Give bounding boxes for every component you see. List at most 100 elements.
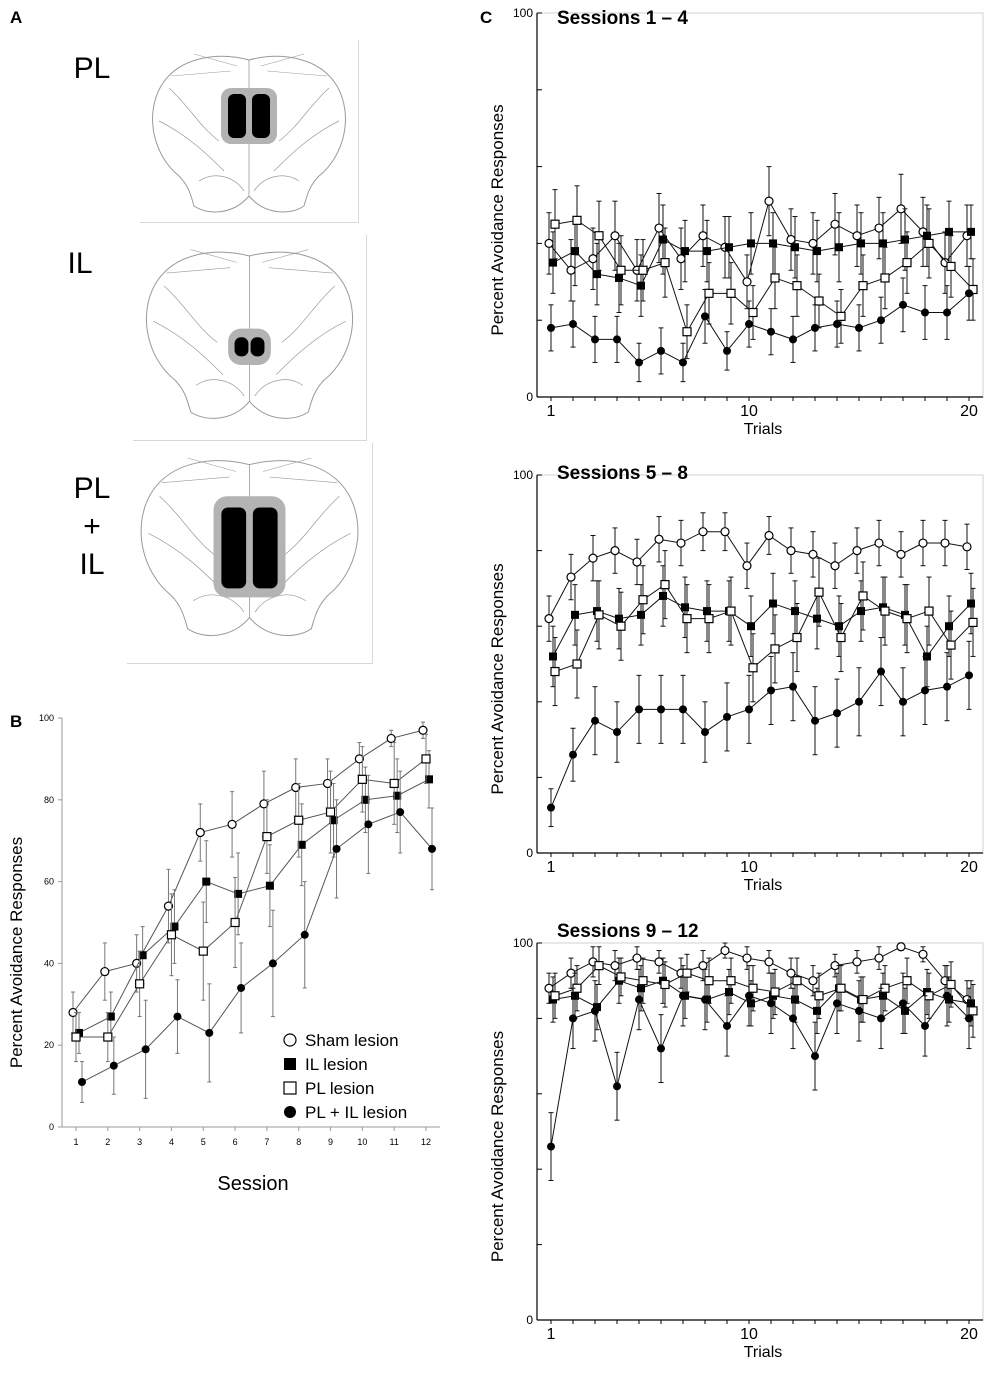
data-point	[967, 599, 975, 608]
contour-line	[168, 87, 220, 142]
data-point	[549, 258, 557, 267]
chart-title: Sessions 5 – 8	[557, 463, 688, 484]
data-point	[830, 219, 840, 229]
data-point	[682, 327, 692, 337]
data-point	[682, 614, 692, 624]
legend-marker	[283, 1033, 297, 1047]
data-point	[855, 1006, 863, 1015]
series-line	[72, 729, 424, 1013]
legend-label: Sham lesion	[305, 1031, 399, 1050]
data-point	[830, 561, 840, 571]
data-point	[635, 358, 643, 367]
data-point	[544, 983, 554, 993]
x-axis-label: Session	[217, 1173, 288, 1195]
data-point	[874, 538, 884, 548]
data-point	[676, 254, 686, 264]
data-point	[946, 640, 956, 650]
coronal-section-pl-il	[140, 457, 359, 636]
data-point	[857, 239, 865, 248]
data-point	[354, 754, 364, 764]
data-point	[418, 725, 428, 735]
contour-line	[273, 120, 340, 172]
data-point	[676, 538, 686, 548]
data-point	[106, 1012, 115, 1021]
data-point	[357, 774, 367, 784]
data-point	[835, 622, 843, 631]
data-point	[549, 652, 557, 661]
data-point	[789, 682, 797, 691]
data-point	[902, 614, 912, 624]
lesion-core	[252, 507, 278, 589]
data-point	[571, 610, 579, 619]
data-point	[792, 632, 802, 643]
chart-title: Sessions 9 – 12	[557, 921, 699, 942]
data-point	[613, 1082, 621, 1091]
data-point	[425, 775, 433, 784]
data-point	[588, 254, 598, 264]
panel-letter-a: A	[10, 8, 23, 27]
data-point	[918, 949, 928, 959]
data-point	[899, 697, 907, 706]
data-point	[259, 799, 269, 809]
data-point	[170, 922, 179, 931]
contour-line	[260, 53, 305, 67]
data-point	[747, 622, 755, 631]
x-axis-label: Trials	[744, 877, 783, 894]
data-point	[833, 999, 841, 1008]
data-point	[569, 320, 577, 329]
data-point	[234, 889, 243, 898]
data-point	[725, 988, 733, 997]
data-point	[679, 705, 687, 714]
data-point	[921, 1021, 929, 1030]
lesion-core	[234, 337, 249, 357]
contour-line	[193, 594, 245, 613]
data-point	[813, 247, 821, 256]
contour-line	[195, 379, 245, 397]
data-point	[637, 281, 645, 290]
data-point	[704, 614, 714, 624]
y-tick-label: 0	[526, 846, 533, 860]
data-point	[769, 599, 777, 608]
data-point	[638, 595, 648, 605]
data-point	[591, 335, 599, 344]
data-point	[572, 215, 582, 225]
data-point	[968, 1006, 978, 1016]
data-point	[726, 288, 736, 298]
data-point	[874, 223, 884, 233]
data-point	[547, 323, 555, 332]
x-tick-label: 2	[105, 1137, 110, 1147]
data-point	[899, 300, 907, 309]
x-tick-label: 9	[328, 1137, 333, 1147]
data-point	[965, 671, 973, 680]
data-point	[632, 953, 642, 963]
series-line	[78, 778, 430, 1034]
data-point	[594, 610, 604, 620]
y-tick-label: 20	[44, 1040, 54, 1050]
data-point	[965, 289, 973, 298]
contour-line	[262, 457, 312, 472]
data-point	[808, 549, 818, 559]
legend-marker	[283, 1081, 297, 1095]
data-point	[428, 844, 436, 853]
contour-line	[281, 285, 336, 343]
data-point	[901, 235, 909, 244]
data-point	[657, 1044, 665, 1053]
data-point	[291, 782, 301, 793]
data-point	[814, 587, 824, 597]
data-point	[332, 844, 341, 853]
data-point	[329, 816, 338, 825]
legend-label: IL lesion	[305, 1055, 368, 1074]
data-point	[770, 273, 780, 283]
contour-line	[187, 457, 237, 472]
data-point	[791, 243, 799, 252]
data-point	[616, 621, 626, 631]
brain-section-pl	[140, 40, 359, 223]
data-point	[632, 557, 642, 567]
data-point	[789, 335, 797, 344]
data-point	[767, 327, 775, 336]
y-axis-label: Percent Avoidance Responses	[488, 1031, 507, 1262]
data-point	[610, 545, 620, 556]
data-point	[879, 239, 887, 248]
data-point	[660, 979, 670, 990]
data-point	[173, 1012, 182, 1021]
